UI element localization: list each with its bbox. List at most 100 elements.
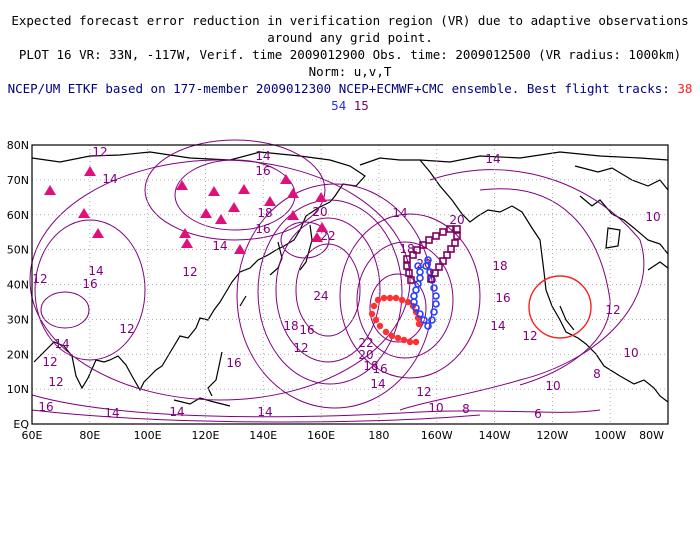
contour-label: 18 — [283, 319, 298, 333]
lon-label: 80E — [79, 429, 100, 442]
obs-triangle — [181, 238, 193, 248]
lon-label: 140W — [479, 429, 511, 442]
contour-label: 18 — [399, 242, 414, 256]
header-line-1: Expected forecast error reduction in ver… — [11, 13, 689, 45]
obs-triangle — [44, 185, 56, 195]
contour-label: 16 — [255, 164, 270, 178]
lat-label: 80N — [7, 139, 29, 152]
plot-header: Expected forecast error reduction in ver… — [0, 12, 700, 114]
contour-label: 14 — [370, 377, 385, 391]
contour-label: 18 — [363, 359, 378, 373]
lat-label: 10N — [7, 383, 29, 396]
obs-triangle — [228, 202, 240, 212]
obs-triangle — [316, 222, 328, 232]
lon-label: 120E — [191, 429, 219, 442]
contour-label: 12 — [522, 329, 537, 343]
lat-label: 70N — [7, 174, 29, 187]
contour-label: 14 — [104, 406, 119, 420]
obs-triangle — [264, 196, 276, 206]
flight-track-red — [368, 294, 423, 346]
obs-triangle — [179, 228, 191, 238]
obs-triangle — [315, 192, 327, 202]
contour-label: 6 — [534, 407, 542, 421]
lon-label: 100E — [134, 429, 162, 442]
obs-triangle — [287, 210, 299, 220]
obs-triangle — [215, 214, 227, 224]
contour-label: 10 — [645, 210, 660, 224]
header-line-3: NCEP/UM ETKF based on 177-member 2009012… — [0, 80, 700, 114]
obs-triangle — [238, 184, 250, 194]
contour-label: 12 — [605, 303, 620, 317]
contour-label: 8 — [462, 402, 470, 416]
flight-track-purple — [403, 225, 461, 284]
obs-triangle — [311, 232, 323, 242]
contour-label: 24 — [313, 289, 328, 303]
lat-label: 30N — [7, 313, 29, 326]
lon-label: 140E — [249, 429, 277, 442]
contour-label: 10 — [545, 379, 560, 393]
contour-label: 16 — [82, 277, 97, 291]
header-line-3-text: NCEP/UM ETKF based on 177-member 2009012… — [7, 81, 670, 96]
header-line-2: PLOT 16 VR: 33N, -117W, Verif. time 2009… — [18, 47, 682, 79]
obs-triangle — [200, 208, 212, 218]
contour-label: 16 — [495, 291, 510, 305]
lat-label: 40N — [7, 279, 29, 292]
lon-label: 160W — [421, 429, 453, 442]
flight-track-blue — [410, 256, 440, 330]
longitude-labels: 60E 80E 100E 120E 140E 160E 180 160W 140W 120W 100… — [22, 429, 665, 442]
contour-label: 16 — [38, 400, 53, 414]
contour-label: 12 — [42, 355, 57, 369]
contour-label: 18 — [257, 206, 272, 220]
contour-label: 14 — [257, 405, 272, 419]
contour-label: 20 — [358, 348, 373, 362]
contour-label: 10 — [428, 401, 443, 415]
verification-region-circle — [528, 275, 592, 339]
track-count-red: 38 — [677, 81, 693, 96]
contour-label: 20 — [312, 205, 327, 219]
contour-label: 12 — [48, 375, 63, 389]
contour-label: 14 — [212, 239, 227, 253]
contour-label: 8 — [593, 367, 601, 381]
contour-label: 14 — [102, 172, 117, 186]
obs-triangle — [78, 208, 90, 218]
contour-label: 14 — [255, 149, 270, 163]
contour-label: 12 — [293, 341, 308, 355]
contour-label: 14 — [490, 319, 505, 333]
lon-label: 60E — [22, 429, 43, 442]
lat-label: EQ — [13, 418, 29, 431]
contour-label: 14 — [169, 405, 184, 419]
contour-label: 14 — [88, 264, 103, 278]
lat-label: 60N — [7, 209, 29, 222]
contour-label: 10 — [623, 346, 638, 360]
contour-label: 16 — [255, 222, 270, 236]
lon-label: 160E — [307, 429, 335, 442]
contour-label: 18 — [492, 259, 507, 273]
obs-triangle — [280, 174, 292, 184]
lon-label: 180 — [368, 429, 389, 442]
contour-label: 12 — [416, 385, 431, 399]
lon-label: 80W — [639, 429, 664, 442]
coastlines — [31, 151, 669, 407]
contour-label: 12 — [182, 265, 197, 279]
obs-triangle — [234, 244, 246, 254]
track-count-blue: 54 — [331, 98, 347, 113]
obs-triangle — [287, 188, 299, 198]
lat-label: 20N — [7, 348, 29, 361]
lon-label: 120W — [536, 429, 568, 442]
contour-label: 14 — [485, 152, 500, 166]
obs-triangle — [92, 228, 104, 238]
lat-label: 50N — [7, 244, 29, 257]
contour-label: 22 — [320, 229, 335, 243]
contour-label: 20 — [449, 213, 464, 227]
lat-lon-grid — [32, 145, 668, 424]
contour-label: 16 — [299, 323, 314, 337]
obs-triangle — [176, 180, 188, 190]
contour-label: 22 — [358, 336, 373, 350]
contour-label: 12 — [92, 145, 107, 159]
lon-label: 100W — [594, 429, 626, 442]
contour-label: 14 — [54, 337, 69, 351]
obs-triangle — [208, 186, 220, 196]
observation-sites — [44, 166, 328, 254]
